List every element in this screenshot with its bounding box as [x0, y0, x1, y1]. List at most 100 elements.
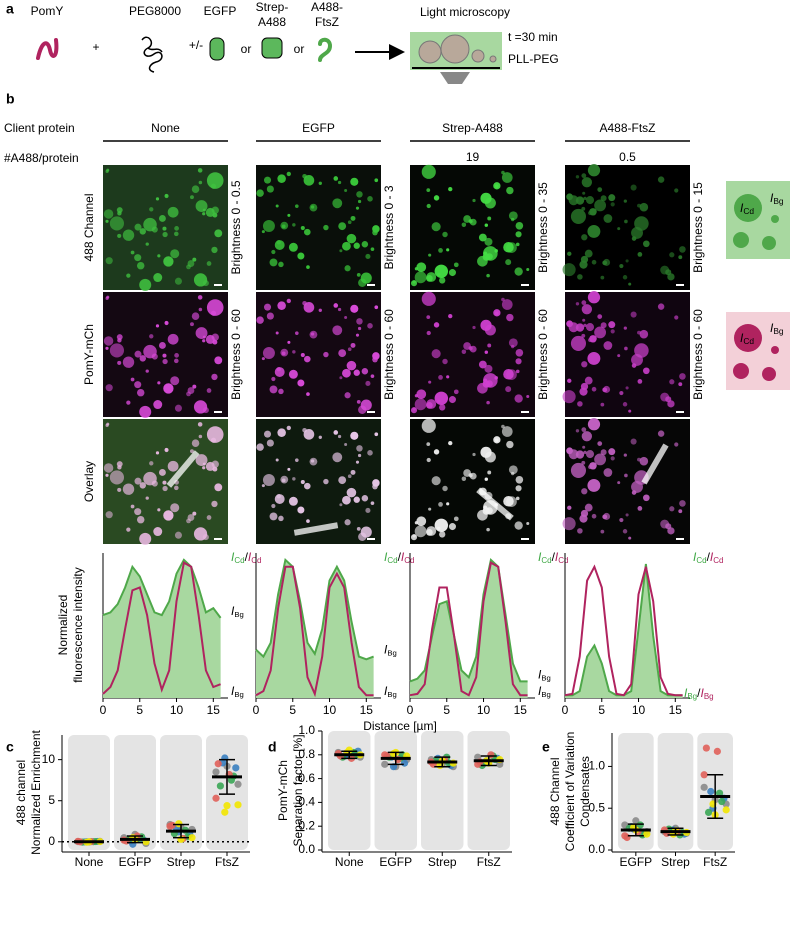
condensate: [619, 263, 624, 269]
symbol-label: IBg: [231, 604, 244, 619]
condensate: [149, 207, 154, 212]
condensate: [356, 526, 361, 531]
x-axis-label: Distance [µm]: [363, 719, 437, 733]
symbol: I: [538, 550, 542, 564]
subscript: Cd: [713, 556, 723, 565]
symbol: I: [555, 550, 559, 564]
condensate: [570, 335, 586, 351]
data-point: [718, 797, 726, 806]
symbol-label: ICd: [740, 331, 754, 346]
condensate: [503, 241, 514, 253]
condensate: [426, 315, 431, 319]
subscript: Bg: [704, 692, 714, 701]
condensate: [277, 301, 286, 310]
condensate: [261, 230, 265, 234]
symbol: I: [231, 684, 235, 698]
data-point: [232, 764, 240, 772]
condensate: [674, 442, 679, 447]
y-axis-label: Condensates: [578, 756, 592, 827]
condensate: [631, 226, 643, 239]
category-band: [657, 733, 694, 850]
condensate: [439, 531, 446, 538]
label: Strep-: [256, 0, 289, 14]
label: A488-: [311, 0, 343, 14]
symbol-label: ICd: [740, 201, 754, 216]
annotation: ICd/ICd: [693, 550, 724, 565]
condensate: [190, 322, 194, 327]
condensate: [630, 438, 637, 445]
brightness-label: Brightness 0 - 60: [229, 309, 243, 400]
condensate: [103, 336, 114, 346]
condensate: [669, 506, 675, 512]
condensate: [304, 355, 311, 363]
condensate: [665, 396, 672, 403]
condensate: [163, 256, 174, 267]
condensate: [356, 445, 363, 452]
condensate: [514, 521, 523, 530]
condensate: [679, 500, 686, 507]
condensate: [297, 379, 305, 387]
micrograph: [562, 418, 690, 544]
label: PEG8000: [129, 4, 181, 18]
data-point: [166, 822, 174, 830]
condensate: [256, 316, 264, 324]
column-header: EGFP: [302, 121, 335, 135]
condensate: [191, 439, 200, 447]
condensate: [350, 431, 359, 440]
condensate: [426, 526, 437, 536]
condensate: [623, 453, 627, 457]
condensate: [206, 515, 212, 520]
condensate: [448, 441, 453, 446]
category-band: [618, 733, 654, 850]
label: A488: [258, 15, 286, 29]
condensate: [350, 177, 359, 186]
condensate: [162, 231, 168, 238]
condensate: [356, 272, 361, 277]
condensate: [508, 211, 518, 221]
micrograph: [256, 292, 381, 417]
condensate: [164, 447, 169, 453]
condensate: [575, 196, 585, 205]
condensate: [214, 483, 223, 492]
condensate: [143, 217, 157, 232]
condensate: [414, 271, 427, 284]
condensate: [174, 352, 179, 358]
scale-bar: [521, 538, 529, 540]
condensate: [338, 349, 347, 358]
condensate: [374, 432, 379, 437]
x-tick-label: 10: [323, 703, 337, 717]
condensate: [211, 460, 219, 468]
condensate: [567, 378, 572, 383]
condensate: [167, 460, 179, 472]
condensate: [582, 445, 586, 449]
condensate: [581, 460, 586, 465]
condensate: [493, 309, 501, 317]
condensate: [469, 345, 477, 353]
panel-letter: a: [6, 1, 14, 17]
condensate: [588, 337, 593, 343]
data-point: [636, 821, 644, 829]
condensate: [162, 480, 167, 485]
data-point: [700, 771, 708, 779]
brightness-label: Brightness 0 - 60: [382, 309, 396, 400]
condensate: [105, 257, 113, 265]
y-axis-label: Normalized: [56, 595, 70, 656]
x-tick-label: None: [335, 855, 364, 869]
scale-bar: [367, 538, 375, 540]
condensate: [486, 400, 490, 405]
condensate: [297, 506, 305, 514]
condensate: [617, 354, 621, 358]
condensate: [642, 367, 650, 375]
condensate: [117, 465, 122, 470]
condensate: [585, 450, 595, 459]
condensate: [603, 341, 613, 350]
x-tick-label: EGFP: [119, 855, 152, 869]
condensate: [579, 514, 588, 523]
condensate: [679, 246, 686, 253]
condensate: [594, 199, 607, 212]
condensate: [361, 368, 369, 375]
micrograph: [103, 419, 228, 545]
schematic-boxes: [726, 181, 790, 390]
condensate: [678, 509, 683, 514]
x-tick-label: Strep: [661, 855, 690, 869]
